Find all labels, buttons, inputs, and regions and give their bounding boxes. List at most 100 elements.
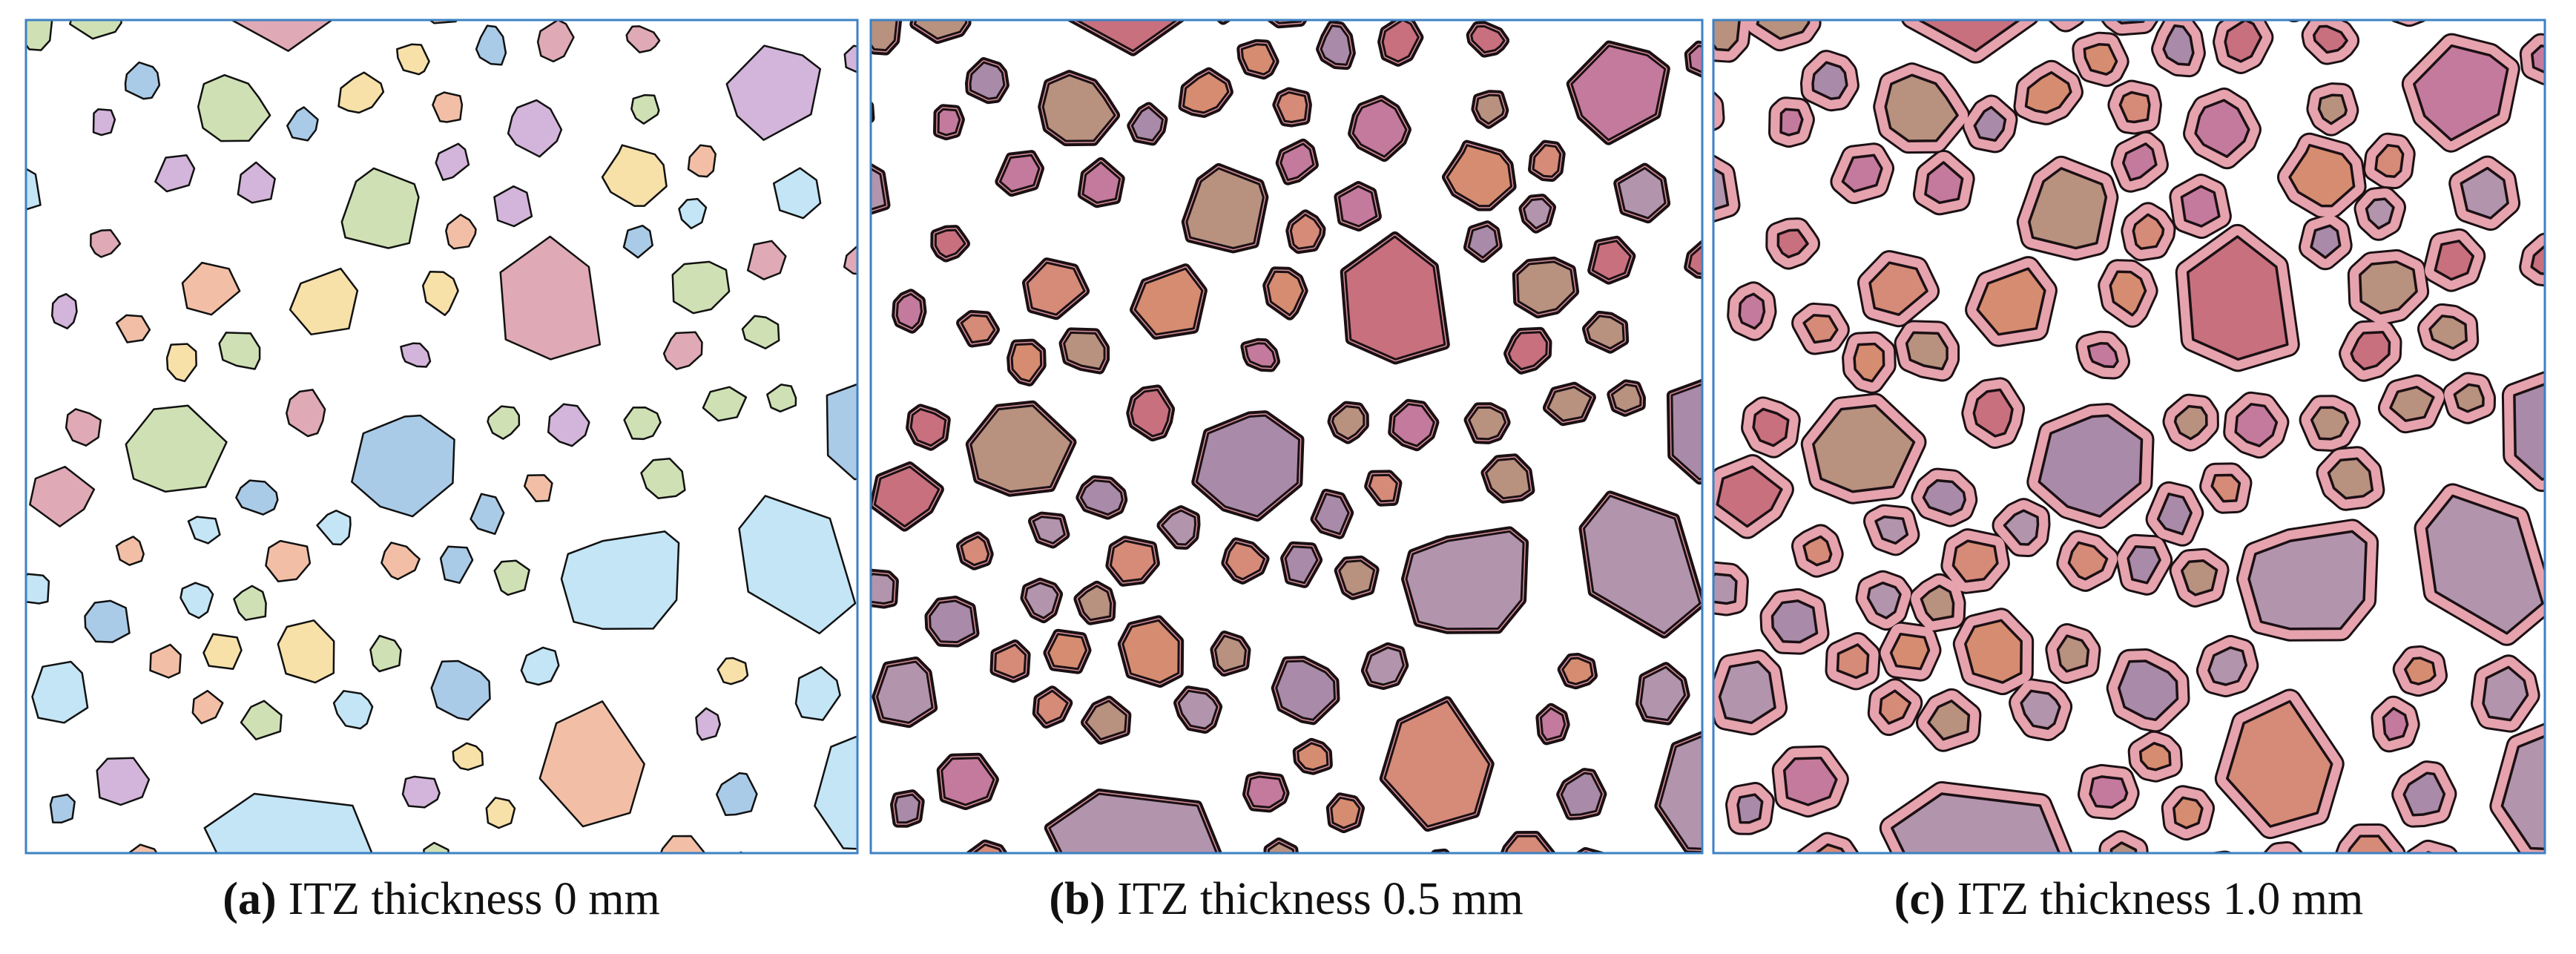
- panel-label: (c): [1894, 874, 1946, 924]
- particle: [1437, 0, 1468, 10]
- particle: [1220, 20, 1227, 22]
- particle: [1314, 493, 1350, 536]
- particle: [1074, 20, 1179, 53]
- particle: [1063, 331, 1106, 370]
- particle: [1688, 45, 1702, 74]
- particle: [2117, 659, 2179, 722]
- particle: [1079, 479, 1124, 516]
- particle: [869, 630, 898, 662]
- particle: [235, 479, 279, 516]
- particle: [115, 536, 145, 566]
- particle: [179, 582, 214, 619]
- particle: [2391, 0, 2423, 14]
- particle: [2424, 851, 2437, 853]
- particle: [1010, 343, 1043, 383]
- particle: [1639, 665, 1687, 722]
- particle: [2162, 24, 2195, 66]
- particle: [2359, 260, 2418, 315]
- particle: [240, 700, 283, 740]
- particle: [1812, 404, 1916, 493]
- particle: [2487, 869, 2510, 897]
- particle: [1338, 559, 1376, 596]
- particle: [1284, 545, 1319, 585]
- particle: [1081, 161, 1121, 204]
- particle: [794, 666, 841, 721]
- particle: [401, 775, 441, 809]
- particle: [520, 646, 560, 686]
- particle: [2390, 20, 2427, 27]
- particle: [1582, 851, 1593, 853]
- particle: [2317, 93, 2348, 125]
- particle: [2434, 240, 2475, 281]
- particle: [2365, 197, 2395, 230]
- particle: [115, 314, 151, 343]
- particle: [475, 24, 507, 66]
- particle: [1276, 91, 1308, 123]
- particle: [237, 161, 276, 204]
- particle: [1866, 581, 1902, 619]
- particle: [1130, 106, 1164, 142]
- particle: [1365, 646, 1405, 686]
- particle: [265, 539, 312, 583]
- particle: [1920, 585, 1955, 622]
- particle: [1713, 20, 1741, 52]
- particle: [2024, 70, 2072, 114]
- particle: [1351, 99, 1408, 158]
- particle: [1222, 20, 1225, 21]
- particle: [31, 660, 89, 724]
- particle: [0, 440, 14, 470]
- particle: [26, 20, 53, 51]
- particle: [439, 545, 474, 585]
- particle: [1216, 20, 1233, 25]
- particle: [1675, 323, 1701, 349]
- particle: [1381, 20, 1420, 63]
- panel-frame: [869, 19, 1704, 855]
- particle: [2050, 20, 2083, 30]
- particle: [1549, 0, 1581, 14]
- particle: [2312, 24, 2348, 54]
- particle: [2063, 20, 2068, 22]
- particle: [593, 0, 623, 10]
- particle: [2543, 644, 2545, 655]
- particle: [432, 91, 464, 123]
- particle: [1675, 323, 1701, 349]
- particle: [154, 154, 196, 193]
- particle: [871, 167, 886, 211]
- panel-b-particles: [871, 0, 1702, 853]
- particle: [90, 228, 122, 258]
- particle: [1337, 185, 1378, 228]
- particle: [2487, 869, 2510, 897]
- particle: [1549, 0, 1581, 14]
- particle: [1713, 167, 1730, 211]
- particle: [1246, 775, 1286, 809]
- particle: [2327, 457, 2374, 500]
- particle: [1675, 323, 1701, 349]
- particle: [2405, 839, 2458, 853]
- particle: [1617, 167, 1667, 220]
- particle: [229, 20, 334, 52]
- particle: [369, 634, 402, 673]
- panel-frame: [24, 19, 859, 855]
- particle: [0, 97, 25, 125]
- particle: [2234, 403, 2279, 447]
- particle: [871, 573, 895, 605]
- particle: [876, 660, 934, 724]
- particle: [1026, 261, 1086, 316]
- particle: [2557, 630, 2576, 662]
- particle: [929, 599, 975, 644]
- particle: [1032, 516, 1066, 545]
- particle: [1331, 405, 1366, 441]
- particle: [994, 643, 1027, 679]
- particle: [1041, 73, 1116, 142]
- particle: [2132, 213, 2165, 250]
- particle: [2487, 869, 2510, 897]
- particle: [2121, 142, 2158, 182]
- particle: [1485, 457, 1531, 500]
- particle: [351, 414, 455, 518]
- particle: [423, 841, 450, 853]
- particle: [1446, 144, 1513, 208]
- particle: [0, 323, 13, 349]
- panel-frame: [1712, 19, 2546, 855]
- particle: [2173, 404, 2208, 441]
